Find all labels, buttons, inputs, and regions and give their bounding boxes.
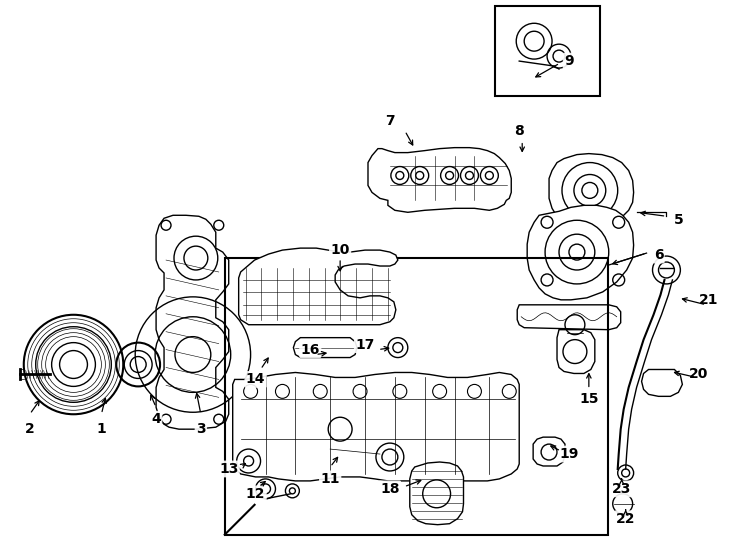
Text: 13: 13 (219, 462, 239, 476)
Text: 22: 22 (616, 512, 636, 526)
Polygon shape (557, 330, 595, 374)
Text: 16: 16 (301, 342, 320, 356)
Text: 15: 15 (579, 393, 599, 406)
Bar (225, 258, 608, 535)
Text: 9: 9 (564, 54, 574, 68)
Text: 3: 3 (196, 422, 206, 436)
Text: 12: 12 (246, 487, 265, 501)
Text: 4: 4 (151, 412, 161, 426)
Polygon shape (517, 305, 621, 330)
Polygon shape (156, 215, 229, 429)
Polygon shape (410, 462, 463, 525)
Text: 21: 21 (699, 293, 718, 307)
Polygon shape (549, 153, 633, 226)
Bar (495, 6, 600, 96)
Polygon shape (239, 248, 398, 325)
Polygon shape (368, 147, 512, 212)
Polygon shape (294, 338, 357, 357)
Polygon shape (233, 373, 519, 481)
Polygon shape (527, 205, 633, 300)
Text: 11: 11 (321, 472, 340, 486)
Polygon shape (642, 369, 683, 396)
Text: 17: 17 (355, 338, 374, 352)
Text: 10: 10 (330, 243, 350, 257)
Text: 5: 5 (674, 213, 683, 227)
Text: 20: 20 (688, 367, 708, 381)
Text: 6: 6 (654, 248, 664, 262)
Text: 14: 14 (246, 373, 265, 387)
Text: 23: 23 (612, 482, 631, 496)
Text: 19: 19 (559, 447, 578, 461)
Text: 1: 1 (96, 422, 106, 436)
Text: 2: 2 (25, 422, 34, 436)
Text: 7: 7 (385, 114, 395, 128)
Text: 8: 8 (515, 124, 524, 138)
Text: 18: 18 (380, 482, 399, 496)
Polygon shape (533, 437, 565, 466)
